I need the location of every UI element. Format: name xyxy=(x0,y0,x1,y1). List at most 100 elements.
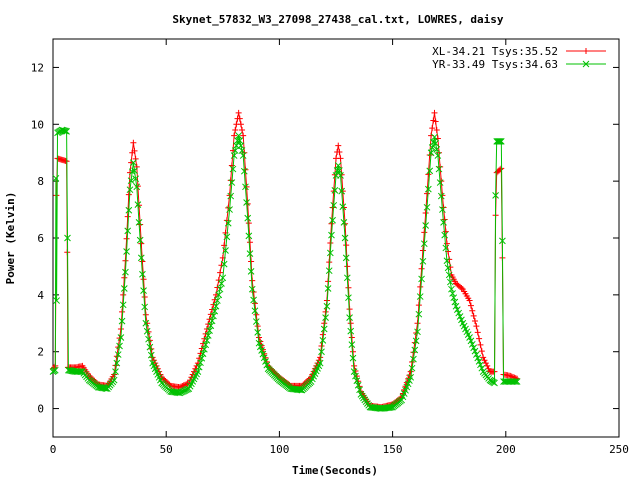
data-point xyxy=(336,149,343,156)
data-point xyxy=(137,221,144,228)
data-point xyxy=(491,379,498,387)
data-point xyxy=(212,302,220,310)
data-point xyxy=(229,165,237,173)
data-point xyxy=(250,296,257,304)
data-point xyxy=(322,314,329,321)
data-point xyxy=(175,389,182,397)
data-point xyxy=(145,335,152,343)
data-point xyxy=(432,118,439,125)
data-point xyxy=(218,280,225,287)
data-point xyxy=(429,125,436,132)
data-point xyxy=(237,142,245,149)
data-point xyxy=(137,254,145,262)
y-tick-label: 12 xyxy=(31,61,44,74)
data-point xyxy=(484,362,491,369)
data-point xyxy=(228,179,236,186)
data-point xyxy=(444,264,452,272)
data-point xyxy=(414,328,421,336)
data-point xyxy=(124,227,132,235)
data-point xyxy=(236,115,243,122)
data-point xyxy=(434,152,442,159)
y-tick-label: 8 xyxy=(37,175,44,188)
data-point xyxy=(130,139,137,146)
data-point xyxy=(343,242,350,249)
y-tick-label: 10 xyxy=(31,118,44,131)
data-point xyxy=(142,319,150,327)
data-point xyxy=(197,359,204,367)
data-point xyxy=(237,121,244,128)
data-point xyxy=(128,168,136,176)
data-point xyxy=(51,366,59,374)
data-point xyxy=(188,374,195,381)
data-point xyxy=(201,335,208,342)
data-point xyxy=(336,167,343,174)
data-point xyxy=(341,234,349,242)
data-point xyxy=(339,203,347,211)
data-point xyxy=(214,284,221,291)
data-point xyxy=(346,314,353,321)
data-point xyxy=(415,310,423,318)
data-point xyxy=(63,128,70,135)
data-point xyxy=(117,334,125,341)
data-point xyxy=(126,186,134,194)
data-point xyxy=(507,372,514,379)
data-point xyxy=(496,137,504,145)
x-tick-label: 0 xyxy=(50,443,57,456)
data-point xyxy=(203,336,211,344)
data-point xyxy=(473,323,480,330)
data-point xyxy=(472,318,479,325)
data-point xyxy=(244,214,252,222)
data-point xyxy=(258,347,265,354)
data-point xyxy=(468,340,476,348)
data-point xyxy=(435,165,443,173)
data-point xyxy=(135,219,143,226)
data-point xyxy=(210,312,217,320)
data-point xyxy=(411,346,419,354)
x-tick-label: 150 xyxy=(383,443,403,456)
data-point xyxy=(410,355,417,363)
data-point xyxy=(131,167,138,175)
data-point xyxy=(251,307,259,315)
data-point xyxy=(426,167,434,175)
y-tick-label: 4 xyxy=(37,289,44,302)
data-point xyxy=(433,126,440,133)
data-point xyxy=(133,183,141,191)
data-point xyxy=(429,138,437,146)
data-point xyxy=(469,307,476,314)
data-point xyxy=(124,213,131,220)
data-point xyxy=(256,343,264,351)
data-point xyxy=(213,291,220,298)
data-point xyxy=(456,313,464,320)
data-point xyxy=(441,231,449,239)
data-point xyxy=(208,317,216,325)
data-point xyxy=(338,187,346,195)
data-point xyxy=(149,354,156,361)
data-point xyxy=(427,149,435,157)
data-point xyxy=(227,192,235,200)
data-point xyxy=(319,336,327,344)
data-point xyxy=(203,325,210,332)
data-point xyxy=(337,172,344,179)
series-layer xyxy=(49,109,521,412)
data-point xyxy=(112,368,119,375)
data-point xyxy=(478,348,485,355)
data-point xyxy=(141,293,148,300)
data-point xyxy=(259,350,267,358)
x-tick-label: 100 xyxy=(269,443,289,456)
data-point xyxy=(120,285,128,292)
data-point xyxy=(334,162,342,169)
data-point xyxy=(223,233,231,241)
data-point xyxy=(348,341,356,348)
data-point xyxy=(408,364,416,372)
data-point xyxy=(467,337,475,345)
data-point xyxy=(136,236,144,244)
data-point xyxy=(418,275,425,283)
legend-marker xyxy=(583,48,589,54)
data-point xyxy=(254,329,262,336)
data-point xyxy=(437,192,445,200)
data-point xyxy=(123,235,130,242)
data-point xyxy=(422,222,430,229)
data-point xyxy=(207,311,214,318)
data-point xyxy=(440,204,447,211)
data-point xyxy=(140,276,147,283)
